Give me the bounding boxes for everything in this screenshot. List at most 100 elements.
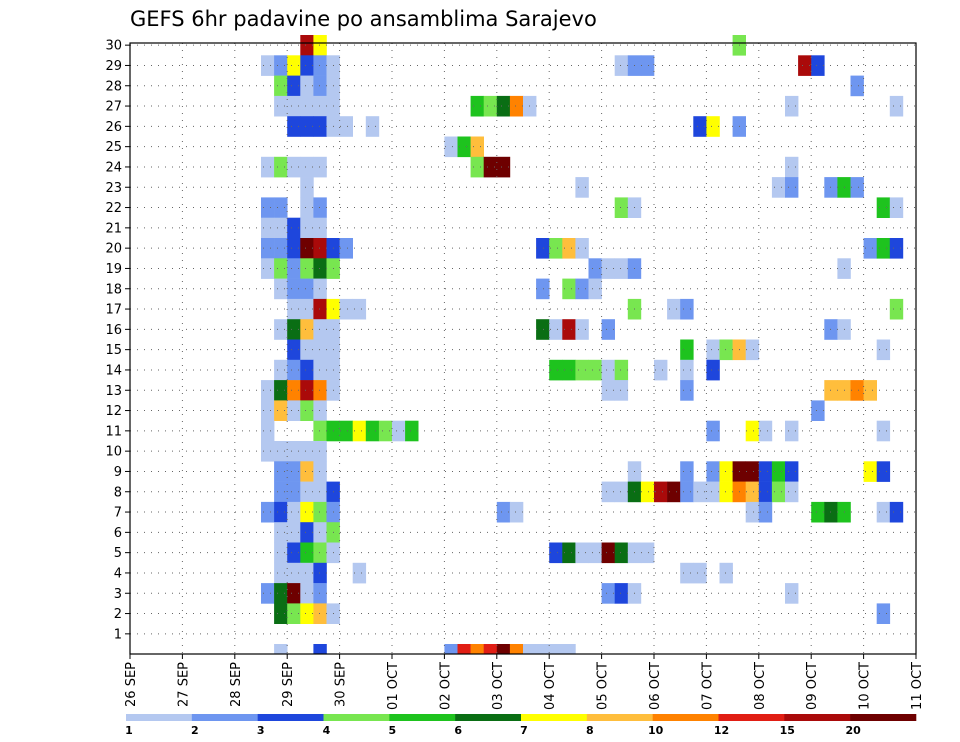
heatmap-cell (444, 644, 458, 654)
heatmap-cell (274, 481, 288, 503)
colorbar-label: 1 (125, 724, 133, 737)
y-axis: 1234567891011121314151617181920212223242… (105, 39, 130, 642)
heatmap-cell (300, 35, 314, 56)
heatmap-cell (287, 441, 301, 462)
x-tick-label: 06 OCT (648, 662, 663, 710)
heatmap-cell (300, 95, 314, 117)
heatmap-cell (483, 156, 498, 178)
heatmap-cell (274, 501, 288, 523)
heatmap-cell (313, 95, 327, 117)
x-tick-label: 10 OCT (858, 662, 873, 710)
heatmap-cell (785, 481, 799, 503)
heatmap-cell (378, 420, 393, 442)
heatmap-cell (680, 461, 694, 482)
heatmap-cell (300, 542, 314, 564)
heatmap-cells (261, 35, 904, 654)
heatmap-cell (863, 461, 877, 482)
heatmap-cell (274, 380, 288, 401)
heatmap-cell (640, 481, 655, 503)
y-tick-label: 29 (105, 59, 122, 74)
x-tick-label: 26 SEP (124, 662, 139, 707)
heatmap-cell (274, 522, 288, 543)
heatmap-cell (876, 420, 891, 442)
heatmap-cell (287, 461, 301, 482)
heatmap-cell (392, 420, 406, 442)
heatmap-cell (300, 217, 314, 239)
heatmap-cell (300, 603, 314, 624)
heatmap-cell (588, 278, 602, 300)
y-tick-label: 26 (105, 120, 122, 135)
heatmap-cell (876, 197, 891, 218)
heatmap-cell (313, 359, 327, 381)
heatmap-cell (470, 644, 484, 654)
heatmap-cell (274, 156, 288, 178)
heatmap-cell (313, 380, 327, 401)
heatmap-cell (771, 461, 786, 482)
heatmap-cell (614, 583, 629, 604)
heatmap-cell (850, 380, 864, 401)
heatmap-cell (509, 644, 524, 654)
heatmap-cell (863, 238, 877, 259)
heatmap-cell (261, 156, 275, 178)
heatmap-cell (470, 156, 484, 178)
heatmap-cell (300, 461, 314, 482)
y-tick-label: 5 (114, 546, 122, 561)
heatmap-cell (850, 75, 864, 97)
heatmap-cell (287, 583, 301, 604)
heatmap-cell (693, 562, 707, 584)
heatmap-cell (719, 481, 733, 503)
heatmap-cell (588, 258, 602, 279)
heatmap-cell (300, 238, 314, 259)
heatmap-cell (536, 278, 550, 300)
heatmap-cell (274, 278, 288, 300)
heatmap-cell (274, 644, 288, 654)
heatmap-cell (352, 420, 367, 442)
heatmap-cell (300, 481, 314, 503)
heatmap-cell (588, 542, 602, 564)
heatmap-cell (261, 55, 275, 76)
heatmap-cell (680, 562, 694, 584)
heatmap-cell (575, 278, 589, 300)
heatmap-cell (261, 441, 275, 462)
y-tick-label: 22 (105, 201, 122, 216)
heatmap-cell (274, 258, 288, 279)
heatmap-cell (313, 339, 327, 361)
heatmap-cell (287, 603, 301, 624)
heatmap-cell (261, 420, 275, 442)
heatmap-cell (614, 481, 629, 503)
heatmap-cell (680, 298, 694, 320)
heatmap-cell (444, 136, 458, 158)
heatmap-cell (274, 197, 288, 218)
heatmap-cell (287, 359, 301, 381)
heatmap-cell (300, 75, 314, 97)
colorbar-label: 5 (388, 724, 396, 737)
heatmap-cell (261, 400, 275, 421)
heatmap-cell (785, 583, 799, 604)
heatmap-cell (719, 562, 733, 584)
heatmap-cell (483, 644, 498, 654)
heatmap-cell (771, 481, 786, 503)
heatmap-cell (654, 359, 668, 381)
colorbar-label: 8 (586, 724, 594, 737)
heatmap-cell (745, 420, 760, 442)
colorbar-swatch (191, 714, 258, 721)
colorbar-swatch (586, 714, 653, 721)
heatmap-cell (601, 258, 615, 279)
heatmap-cell (274, 359, 288, 381)
heatmap-cell (261, 583, 275, 604)
heatmap-cell (274, 400, 288, 421)
heatmap-cell (667, 481, 681, 503)
heatmap-cell (562, 542, 576, 564)
heatmap-cell (562, 278, 576, 300)
heatmap-cell (575, 542, 589, 564)
heatmap-cell (496, 644, 511, 654)
heatmap-cell (588, 359, 602, 381)
heatmap-cell (300, 380, 314, 401)
heatmap-cell (876, 339, 891, 361)
heatmap-cell (300, 278, 314, 300)
heatmap-cell (313, 420, 327, 442)
x-tick-label: 03 OCT (491, 662, 506, 710)
colorbar-label: 20 (846, 724, 862, 737)
plot-grid (130, 43, 916, 654)
heatmap-cell (549, 359, 563, 381)
